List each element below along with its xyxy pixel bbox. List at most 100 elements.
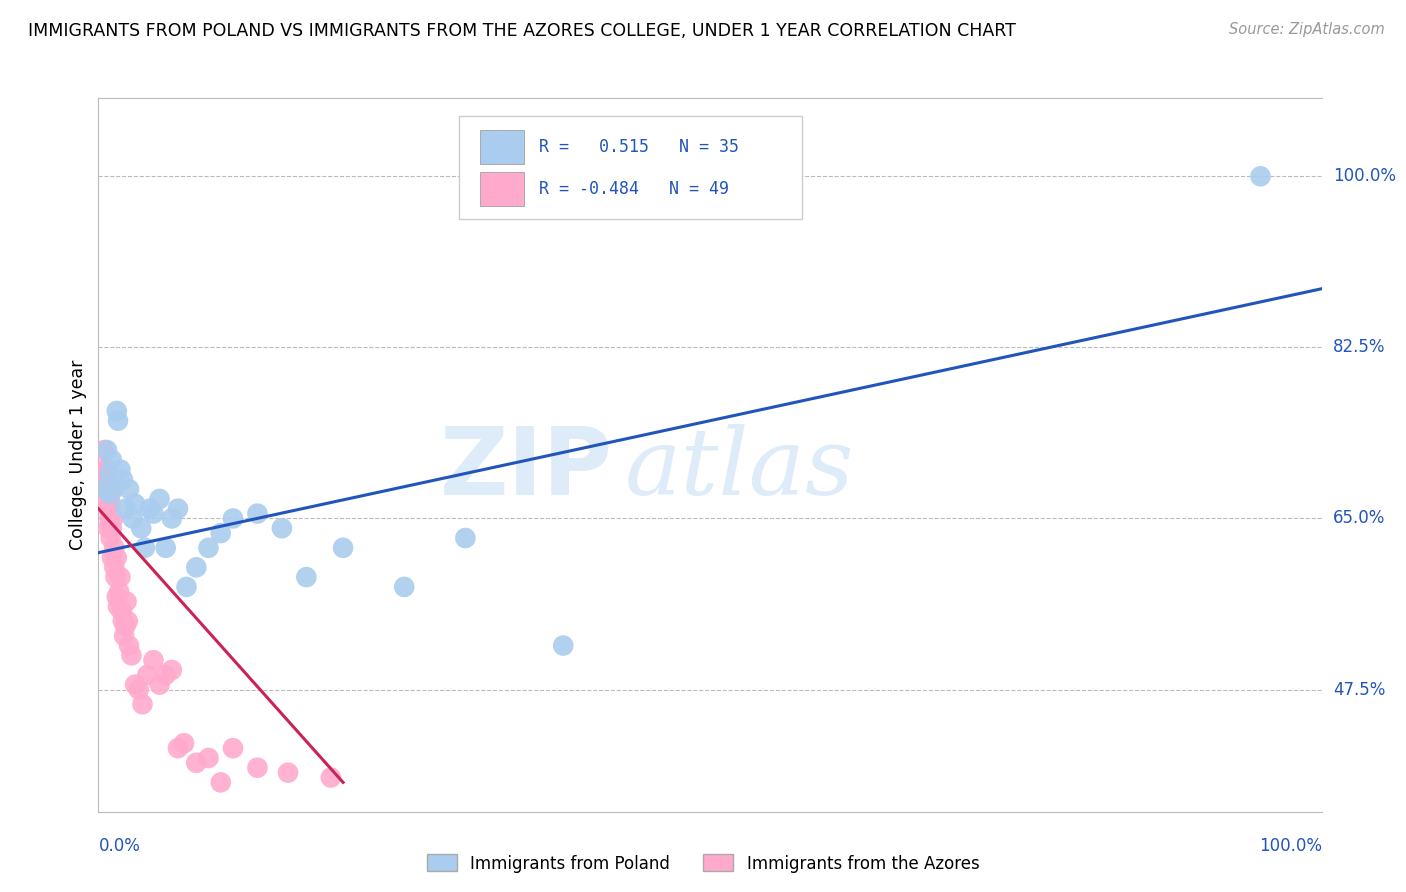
Point bbox=[101, 511, 124, 525]
Y-axis label: College, Under 1 year: College, Under 1 year bbox=[69, 359, 87, 550]
Point bbox=[124, 678, 146, 692]
Point bbox=[197, 541, 219, 555]
Point bbox=[111, 614, 134, 628]
Text: 100.0%: 100.0% bbox=[1333, 168, 1396, 186]
Point bbox=[101, 452, 124, 467]
Text: 47.5%: 47.5% bbox=[1333, 681, 1385, 698]
Text: 65.0%: 65.0% bbox=[1333, 509, 1385, 527]
Text: 0.0%: 0.0% bbox=[98, 837, 141, 855]
Point bbox=[103, 541, 125, 555]
Point bbox=[246, 761, 269, 775]
Point bbox=[142, 653, 165, 667]
Point bbox=[319, 771, 342, 785]
Point bbox=[101, 482, 124, 496]
Point bbox=[100, 487, 122, 501]
Point bbox=[112, 629, 135, 643]
Point bbox=[139, 501, 162, 516]
Point bbox=[98, 467, 121, 482]
Point bbox=[128, 682, 150, 697]
Point bbox=[97, 501, 120, 516]
Text: atlas: atlas bbox=[624, 425, 853, 514]
Point bbox=[222, 741, 245, 756]
Point bbox=[111, 472, 134, 486]
FancyBboxPatch shape bbox=[460, 116, 801, 219]
Text: ZIP: ZIP bbox=[439, 423, 612, 516]
Point bbox=[98, 482, 121, 496]
Point bbox=[1249, 169, 1271, 184]
Text: R =   0.515   N = 35: R = 0.515 N = 35 bbox=[538, 137, 738, 155]
Point bbox=[149, 491, 172, 506]
Point bbox=[136, 668, 159, 682]
Point bbox=[121, 511, 143, 525]
Point bbox=[107, 414, 129, 428]
Point bbox=[155, 668, 177, 682]
Point bbox=[160, 511, 183, 525]
Point bbox=[100, 497, 122, 511]
Point bbox=[270, 521, 294, 535]
Point bbox=[118, 482, 141, 496]
Text: 82.5%: 82.5% bbox=[1333, 338, 1385, 357]
Point bbox=[209, 775, 232, 789]
Point bbox=[110, 570, 132, 584]
Point bbox=[98, 511, 121, 525]
Point bbox=[117, 614, 139, 628]
Point bbox=[101, 550, 124, 565]
Point bbox=[186, 560, 208, 574]
Point bbox=[176, 580, 198, 594]
Point bbox=[392, 580, 416, 594]
Point bbox=[114, 619, 136, 633]
Point bbox=[209, 526, 232, 541]
Text: Source: ZipAtlas.com: Source: ZipAtlas.com bbox=[1229, 22, 1385, 37]
Text: IMMIGRANTS FROM POLAND VS IMMIGRANTS FROM THE AZORES COLLEGE, UNDER 1 YEAR CORRE: IMMIGRANTS FROM POLAND VS IMMIGRANTS FRO… bbox=[28, 22, 1017, 40]
Point bbox=[101, 521, 124, 535]
Point bbox=[105, 550, 128, 565]
Point bbox=[129, 521, 152, 535]
Text: 100.0%: 100.0% bbox=[1258, 837, 1322, 855]
Point bbox=[103, 477, 125, 491]
Point bbox=[96, 491, 118, 506]
Point bbox=[454, 531, 477, 545]
Point bbox=[91, 472, 114, 486]
Point bbox=[118, 639, 141, 653]
Point bbox=[134, 541, 156, 555]
Point bbox=[173, 736, 195, 750]
Point bbox=[105, 404, 128, 418]
Point bbox=[108, 584, 131, 599]
Point bbox=[155, 541, 177, 555]
Point bbox=[120, 648, 142, 663]
Point bbox=[97, 521, 120, 535]
Point bbox=[96, 462, 118, 476]
Legend: Immigrants from Poland, Immigrants from the Azores: Immigrants from Poland, Immigrants from … bbox=[420, 847, 986, 880]
FancyBboxPatch shape bbox=[479, 171, 524, 206]
Point bbox=[94, 477, 117, 491]
Point bbox=[142, 507, 165, 521]
Point bbox=[246, 507, 269, 521]
Point bbox=[111, 604, 134, 618]
Point bbox=[105, 590, 128, 604]
Point bbox=[277, 765, 299, 780]
Point bbox=[295, 570, 318, 584]
Point bbox=[167, 741, 190, 756]
Point bbox=[103, 560, 125, 574]
Point bbox=[110, 462, 132, 476]
Point bbox=[124, 497, 146, 511]
Point bbox=[131, 697, 153, 711]
Point bbox=[115, 594, 138, 608]
Point bbox=[167, 501, 190, 516]
Point bbox=[186, 756, 208, 770]
Point bbox=[107, 599, 129, 614]
Point bbox=[100, 531, 122, 545]
Point bbox=[149, 678, 172, 692]
Point bbox=[332, 541, 354, 555]
Point bbox=[91, 462, 114, 476]
Point bbox=[93, 443, 115, 458]
Point bbox=[93, 482, 115, 496]
Point bbox=[222, 511, 245, 525]
Point bbox=[160, 663, 183, 677]
Point bbox=[114, 501, 136, 516]
FancyBboxPatch shape bbox=[479, 130, 524, 164]
Point bbox=[553, 639, 575, 653]
Point bbox=[197, 751, 219, 765]
Text: R = -0.484   N = 49: R = -0.484 N = 49 bbox=[538, 180, 728, 198]
Point bbox=[96, 443, 118, 458]
